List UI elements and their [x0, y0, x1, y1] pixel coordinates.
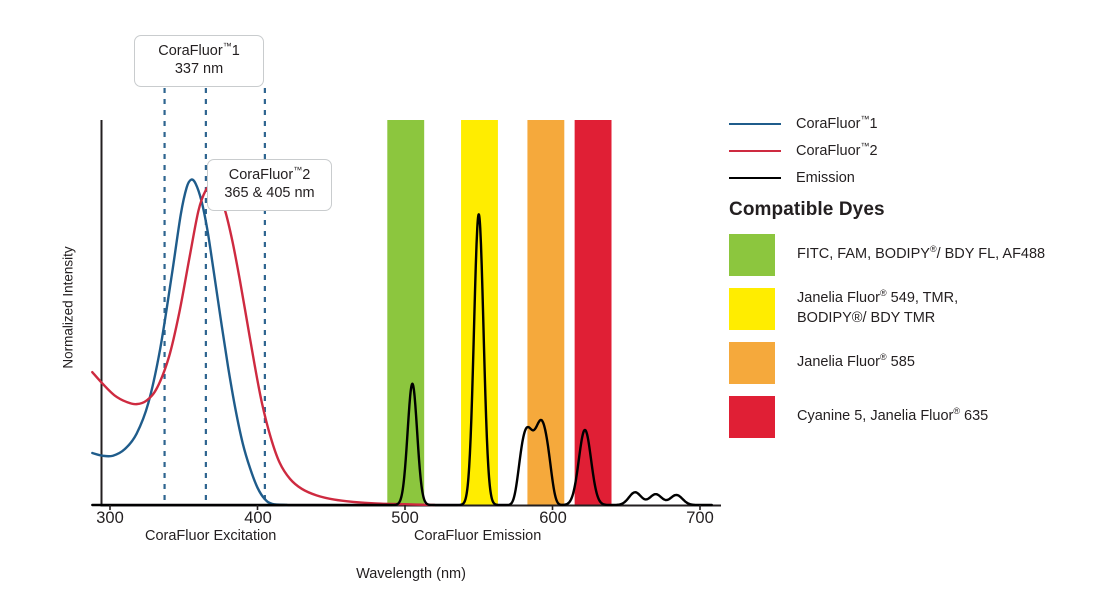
callout2-line1: CoraFluor™2	[228, 165, 311, 183]
legend-item-emission: Emission	[729, 164, 1099, 191]
curve-emission	[91, 213, 713, 507]
legend-label-coraflour1: CoraFluor™1	[796, 113, 878, 132]
callout2-line2: 365 & 405 nm	[224, 184, 315, 201]
dye-color-swatch-orange	[729, 342, 775, 384]
x-tick-400: 400	[244, 509, 272, 527]
callout1-line2: 337 nm	[174, 60, 224, 77]
dye-row-yellow: Janelia Fluor® 549, TMR, BODIPY®/ BDY TM…	[729, 288, 1109, 330]
compatible-dyes-list: FITC, FAM, BODIPY®/ BDY FL, AF488 Janeli…	[729, 234, 1109, 450]
callout-coraflour2: CoraFluor™2 365 & 405 nm	[207, 159, 332, 212]
compatible-dyes-heading: Compatible Dyes	[729, 199, 885, 220]
dye-label-red: Cyanine 5, Janelia Fluor® 635	[797, 406, 989, 425]
orange-band	[527, 120, 565, 505]
dye-color-swatch-green	[729, 234, 775, 276]
x-tick-600: 600	[539, 509, 567, 527]
x-axis-ticks	[109, 505, 701, 510]
legend-line-swatch-emission	[729, 176, 781, 179]
curve-coraflour1	[91, 178, 289, 507]
region-label-emission: CoraFluor Emission	[414, 528, 542, 544]
dye-color-swatch-yellow	[729, 288, 775, 330]
dye-row-red: Cyanine 5, Janelia Fluor® 635	[729, 396, 1109, 438]
dye-color-swatch-red	[729, 396, 775, 438]
dye-label-yellow: Janelia Fluor® 549, TMR, BODIPY®/ BDY TM…	[797, 288, 959, 326]
dye-row-orange: Janelia Fluor® 585	[729, 342, 1109, 384]
dye-label-orange: Janelia Fluor® 585	[797, 352, 915, 371]
dye-row-green: FITC, FAM, BODIPY®/ BDY FL, AF488	[729, 234, 1109, 276]
x-axis-title: Wavelength (nm)	[356, 566, 466, 582]
legend-label-coraflour2: CoraFluor™2	[796, 140, 878, 159]
legend-item-coraflour2: CoraFluor™2	[729, 137, 1099, 164]
y-axis-title: Normalized Intensity	[60, 246, 76, 369]
curve-coraflour2	[91, 184, 436, 507]
dye-label-green: FITC, FAM, BODIPY®/ BDY FL, AF488	[797, 244, 1046, 263]
yellow-band	[461, 120, 498, 505]
legend-item-coraflour1: CoraFluor™1	[729, 110, 1099, 137]
callout1-line1: CoraFluor™1	[158, 41, 240, 59]
emission-band-group	[387, 120, 612, 505]
excitation-marker-lines	[163, 88, 266, 505]
region-label-excitation: CoraFluor Excitation	[145, 528, 277, 544]
series-legend: CoraFluor™1 CoraFluor™2 Emission	[729, 110, 1099, 191]
legend-label-emission: Emission	[796, 169, 855, 186]
x-tick-700: 700	[686, 509, 714, 527]
callout-coraflour1: CoraFluor™1 337 nm	[134, 35, 264, 88]
spectra-curves	[91, 178, 713, 507]
x-tick-300: 300	[96, 509, 124, 527]
legend-line-swatch-coraflour1	[729, 122, 781, 125]
x-tick-500: 500	[391, 509, 419, 527]
legend-line-swatch-coraflour2	[729, 149, 781, 152]
